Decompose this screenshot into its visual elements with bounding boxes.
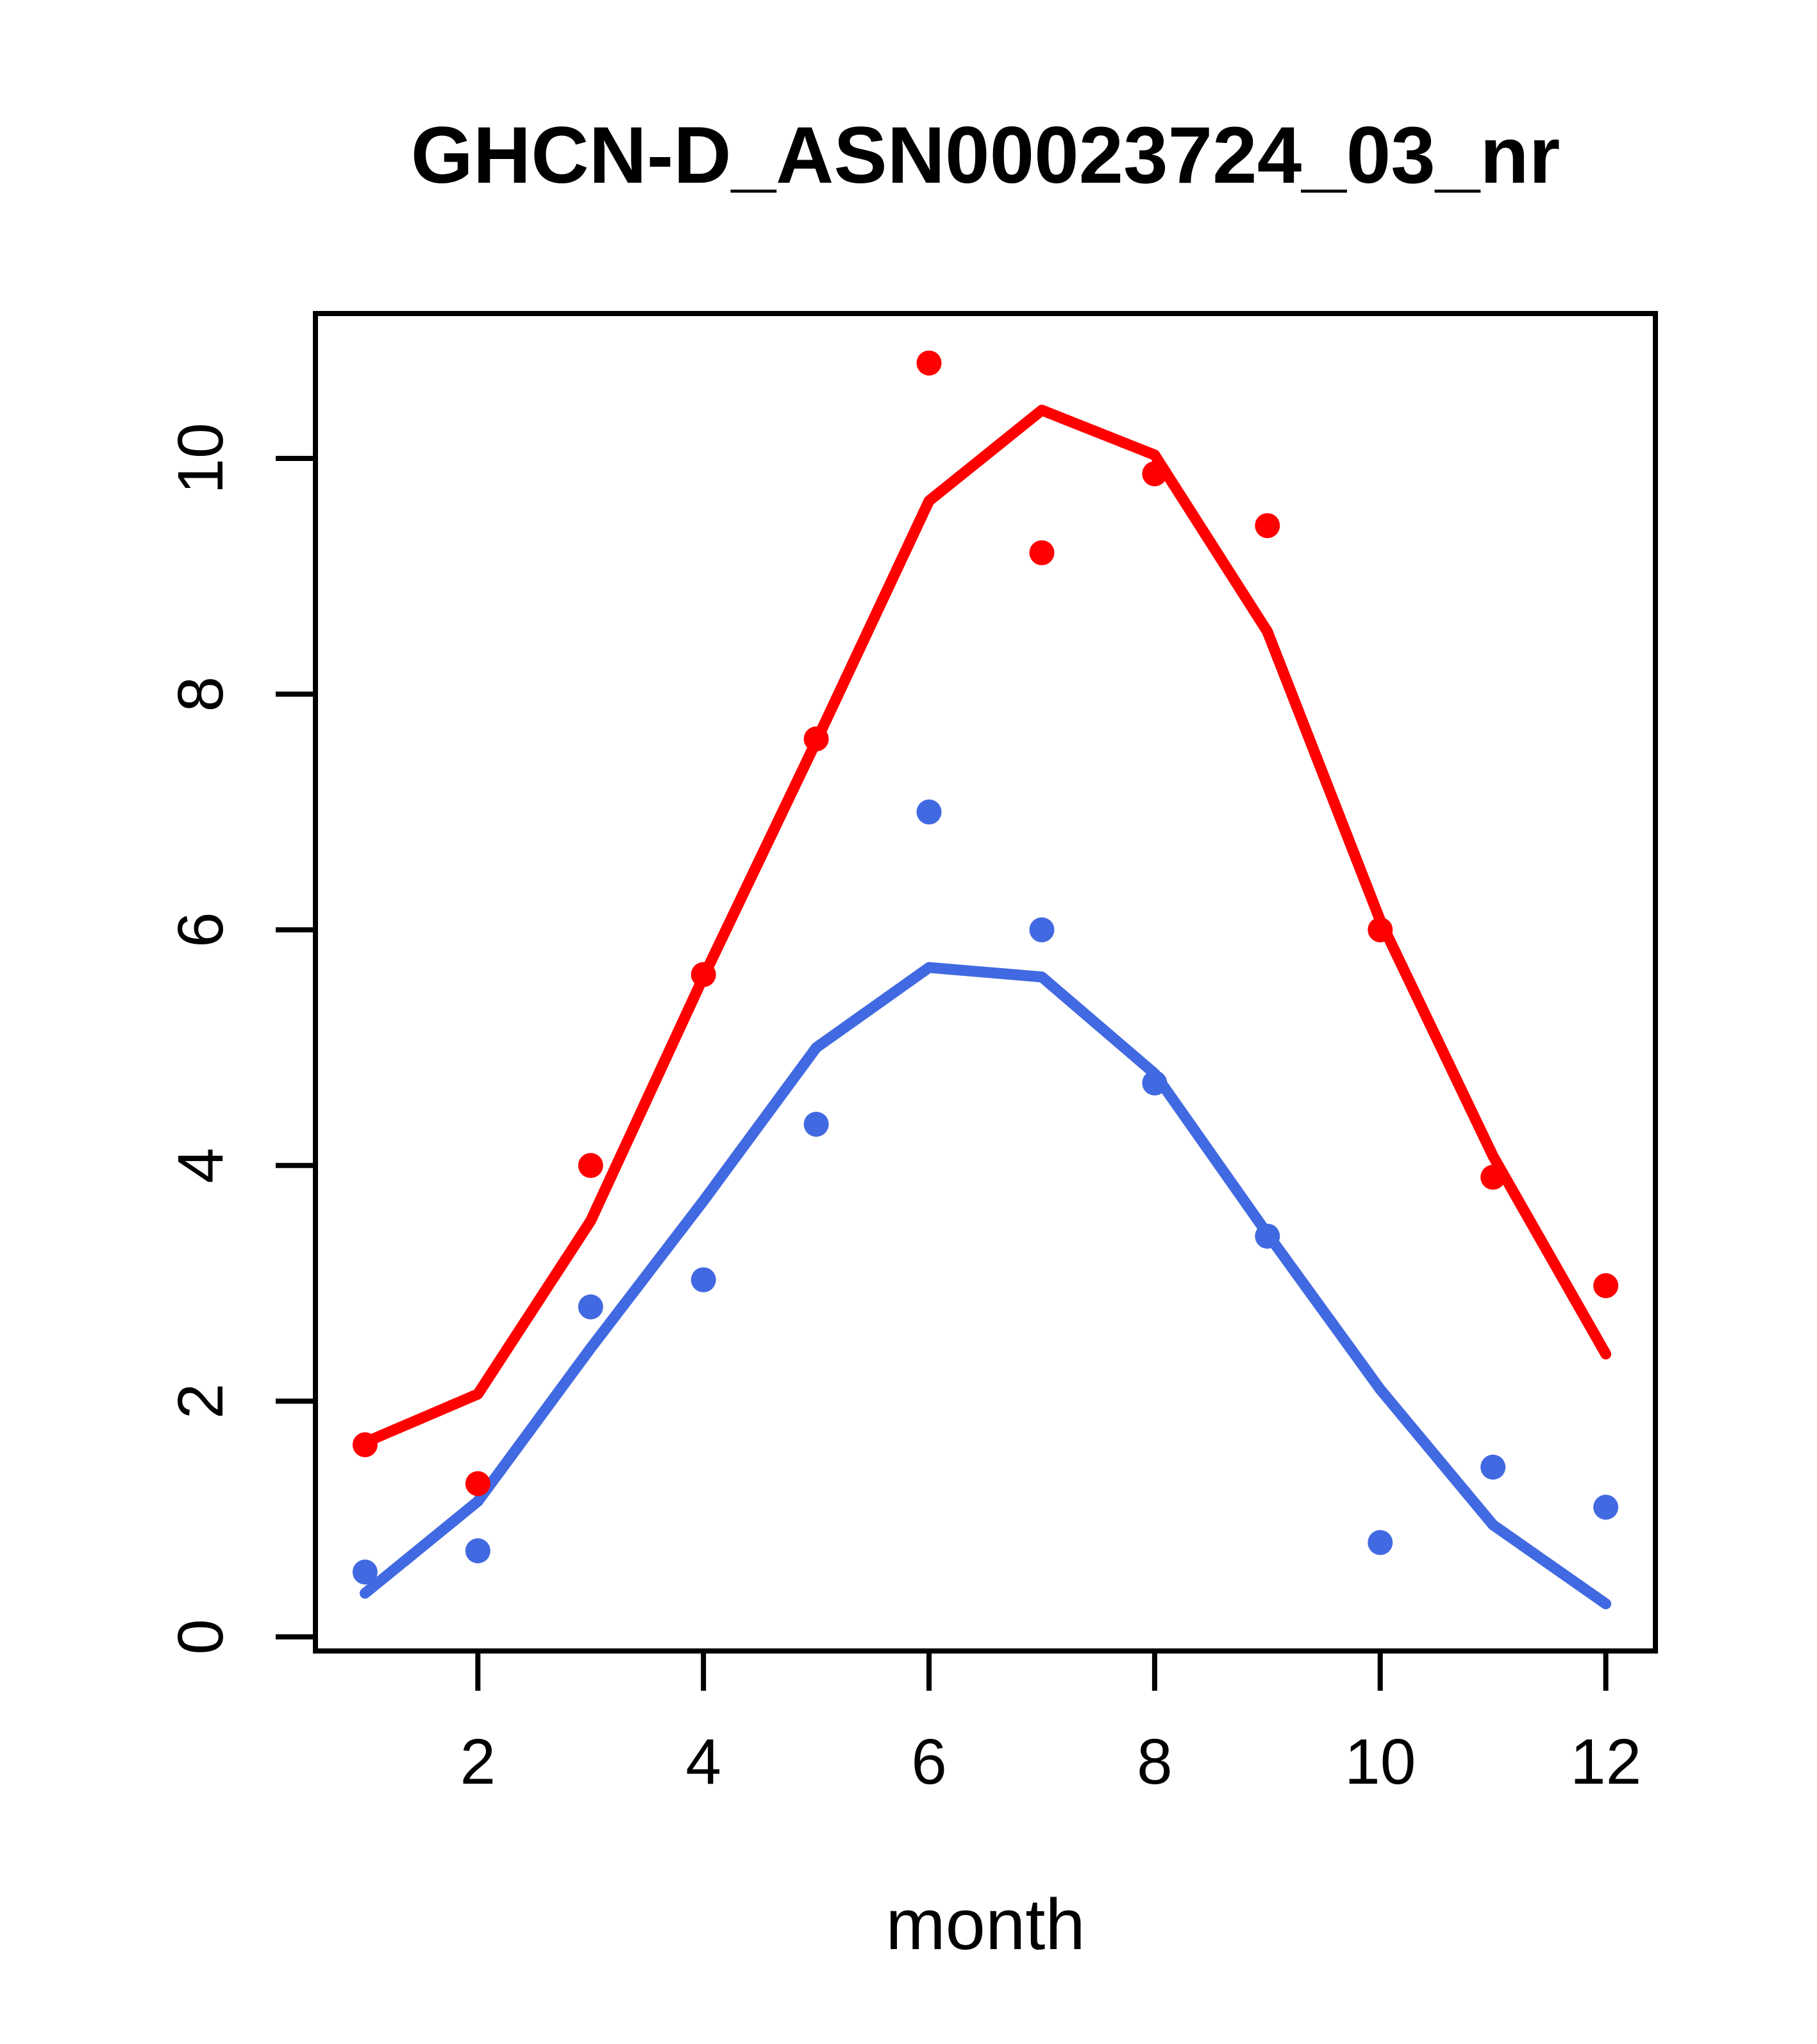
red-fit-line [359, 405, 1612, 1448]
x-tick-label: 4 [685, 1726, 721, 1798]
red-points-dot [1593, 1273, 1619, 1298]
x-tick-label: 2 [460, 1726, 496, 1798]
red-points-dot [691, 962, 716, 987]
blue-points-dot [465, 1538, 490, 1564]
chart-title: GHCN-D_ASN00023724_03_nr [411, 111, 1561, 200]
y-tick-label: 8 [165, 676, 237, 712]
x-tick-label: 6 [911, 1726, 947, 1798]
series-layer [352, 350, 1619, 1609]
red-points-dot [803, 726, 829, 751]
blue-points-dot [1029, 917, 1055, 942]
blue-points-dot [691, 1267, 716, 1293]
y-tick-label: 4 [165, 1148, 237, 1184]
y-tick-label: 2 [165, 1384, 237, 1420]
red-points-dot [352, 1432, 378, 1457]
red-points-dot [578, 1153, 603, 1178]
red-points-dot [1142, 461, 1168, 487]
red-points-dot [1480, 1164, 1506, 1190]
y-tick-label: 6 [165, 912, 237, 948]
blue-points-dot [1480, 1454, 1506, 1480]
red-points-dot [916, 350, 942, 376]
blue-points-dot [1593, 1495, 1619, 1520]
blue-points-dot [1368, 1530, 1393, 1555]
blue-points-dot [916, 799, 942, 825]
y-tick-label: 0 [165, 1619, 237, 1655]
y-axis: 0 2 4 6 8 10 [165, 423, 315, 1655]
red-points-dot [1368, 917, 1393, 942]
y-tick-label: 10 [165, 423, 237, 494]
blue-points-dot [352, 1559, 378, 1585]
x-axis-title: month [885, 1884, 1085, 1964]
plot-box [313, 311, 1658, 1654]
blue-points-dot [1142, 1070, 1168, 1096]
plot-border [313, 311, 1658, 1654]
x-axis: 2 4 6 8 10 12 [460, 1651, 1641, 1798]
x-tick-label: 8 [1137, 1726, 1173, 1798]
blue-points-dot [803, 1111, 829, 1137]
red-points-dot [1255, 513, 1280, 539]
blue-points-dot [578, 1294, 603, 1319]
red-points-dot [465, 1471, 490, 1496]
blue-points-dot [1255, 1223, 1280, 1249]
x-tick-label: 12 [1570, 1726, 1641, 1798]
x-tick-label: 10 [1344, 1726, 1416, 1798]
blue-fit-line [359, 962, 1612, 1609]
red-points-dot [1029, 540, 1055, 565]
